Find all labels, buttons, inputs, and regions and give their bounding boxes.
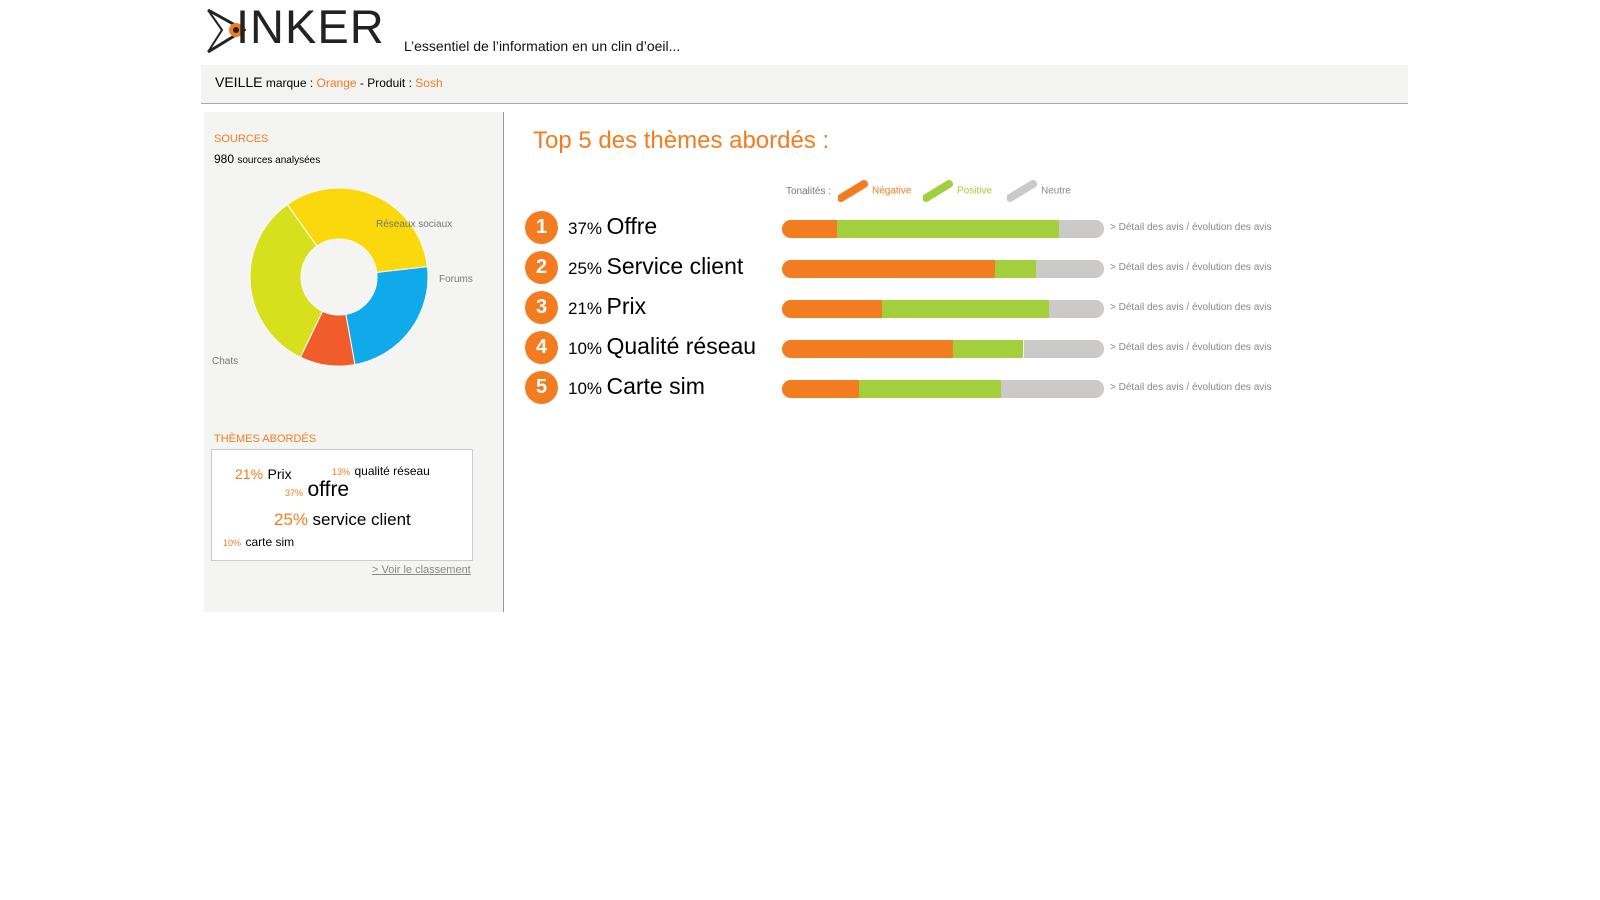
tonality-bar (782, 260, 1104, 278)
marque-label: marque : (265, 76, 314, 90)
bar-segment-positive (952, 340, 1025, 358)
positive-swatch-icon (922, 180, 953, 202)
bar-segment-positive (994, 260, 1038, 278)
tagline: L’essentiel de l’information en un clin … (404, 38, 681, 54)
theme-pct: 25% (568, 259, 603, 278)
rank-badge: 1 (525, 211, 558, 244)
theme-name: Qualité réseau (606, 333, 757, 359)
theme-label: 10% Qualité réseau (568, 333, 756, 360)
themes-title: THÈMES ABORDÉS (214, 433, 317, 445)
theme-label: 21% Prix (568, 293, 646, 320)
rank-badge: 3 (525, 291, 558, 324)
theme-pct: 10% (568, 339, 603, 358)
tonality-bar (782, 340, 1104, 358)
veille-bar: VEILLE marque : Orange - Produit : Sosh (201, 65, 1408, 104)
donut-slice (249, 203, 324, 358)
veille-label: VEILLE (215, 74, 263, 90)
legend-label: Tonalités : (786, 186, 832, 197)
sources-title: SOURCES (214, 133, 269, 145)
donut-slice (286, 187, 428, 274)
theme-pct: 10% (568, 379, 603, 398)
cloud-word[interactable]: 25% service client (274, 510, 411, 529)
theme-pct: 37% (568, 219, 603, 238)
cloud-word[interactable]: 13% qualité réseau (332, 464, 430, 478)
produit-value[interactable]: Sosh (415, 76, 443, 90)
bar-segment-negative (782, 260, 996, 278)
rank-badge: 5 (525, 371, 558, 404)
negative-swatch-icon (837, 180, 868, 202)
neutral-swatch-icon (1006, 180, 1037, 202)
theme-name: Offre (606, 213, 658, 239)
winker-logo-icon (207, 8, 246, 54)
legend-positive: Positive (922, 180, 992, 202)
sidebar: SOURCES 980 sources analysées Réseaux so… (204, 112, 504, 612)
sources-suffix: sources analysées (237, 155, 321, 166)
legend-negative: Négative (837, 180, 911, 202)
tonality-bar (782, 300, 1104, 318)
rank-badge: 2 (525, 251, 558, 284)
bar-segment-neutral (1000, 380, 1104, 398)
bar-segment-neutral (1023, 340, 1104, 358)
theme-label: 25% Service client (568, 253, 743, 280)
detail-link[interactable]: > Détail des avis / évolution des avis (1110, 342, 1272, 353)
theme-name: Prix (606, 293, 647, 319)
detail-link[interactable]: > Détail des avis / évolution des avis (1110, 302, 1272, 313)
bar-segment-negative (782, 340, 954, 358)
donut-slice (345, 266, 429, 366)
theme-name: Service client (606, 253, 744, 279)
donut-label: Forums (439, 274, 473, 285)
page-title: Top 5 des thèmes abordés : (533, 127, 830, 154)
detail-link[interactable]: > Détail des avis / évolution des avis (1110, 382, 1272, 393)
detail-link[interactable]: > Détail des avis / évolution des avis (1110, 262, 1272, 273)
bar-segment-neutral (1049, 300, 1104, 318)
cloud-word[interactable]: 21% Prix (235, 466, 292, 482)
logo-text: INKER (236, 0, 385, 53)
donut-label: Réseaux sociaux (376, 219, 452, 230)
voir-classement-link[interactable]: > Voir le classement (372, 564, 471, 576)
tonality-bar (782, 380, 1104, 398)
bar-segment-negative (782, 380, 861, 398)
legend-neutral: Neutre (1006, 180, 1071, 202)
sources-donut-chart: Réseaux sociauxForumsDocs internesChats (212, 187, 473, 367)
bar-segment-negative (782, 220, 838, 238)
bar-segment-negative (782, 300, 883, 318)
bar-segment-positive (859, 380, 1002, 398)
theme-label: 10% Carte sim (568, 373, 705, 400)
theme-pct: 21% (568, 299, 603, 318)
sources-count-number: 980 (214, 152, 235, 166)
detail-link[interactable]: > Détail des avis / évolution des avis (1110, 222, 1272, 233)
donut-label: Chats (212, 356, 238, 367)
rank-badge: 4 (525, 331, 558, 364)
bar-segment-neutral (1036, 260, 1104, 278)
bar-segment-neutral (1058, 220, 1104, 238)
bar-segment-positive (836, 220, 1060, 238)
produit-label: - Produit : (359, 76, 412, 90)
veille-info: VEILLE marque : Orange - Produit : Sosh (215, 74, 443, 90)
tonality-bar (782, 220, 1104, 238)
theme-label: 37% Offre (568, 213, 657, 240)
cloud-word[interactable]: 37% offre (285, 478, 350, 501)
marque-value[interactable]: Orange (316, 76, 357, 90)
sources-count: 980 sources analysées (214, 152, 320, 166)
theme-name: Carte sim (606, 373, 705, 399)
cloud-word[interactable]: 10% carte sim (223, 535, 295, 549)
bar-segment-positive (881, 300, 1051, 318)
theme-cloud: 21% Prix 13% qualité réseau 37% offre 25… (211, 449, 473, 561)
